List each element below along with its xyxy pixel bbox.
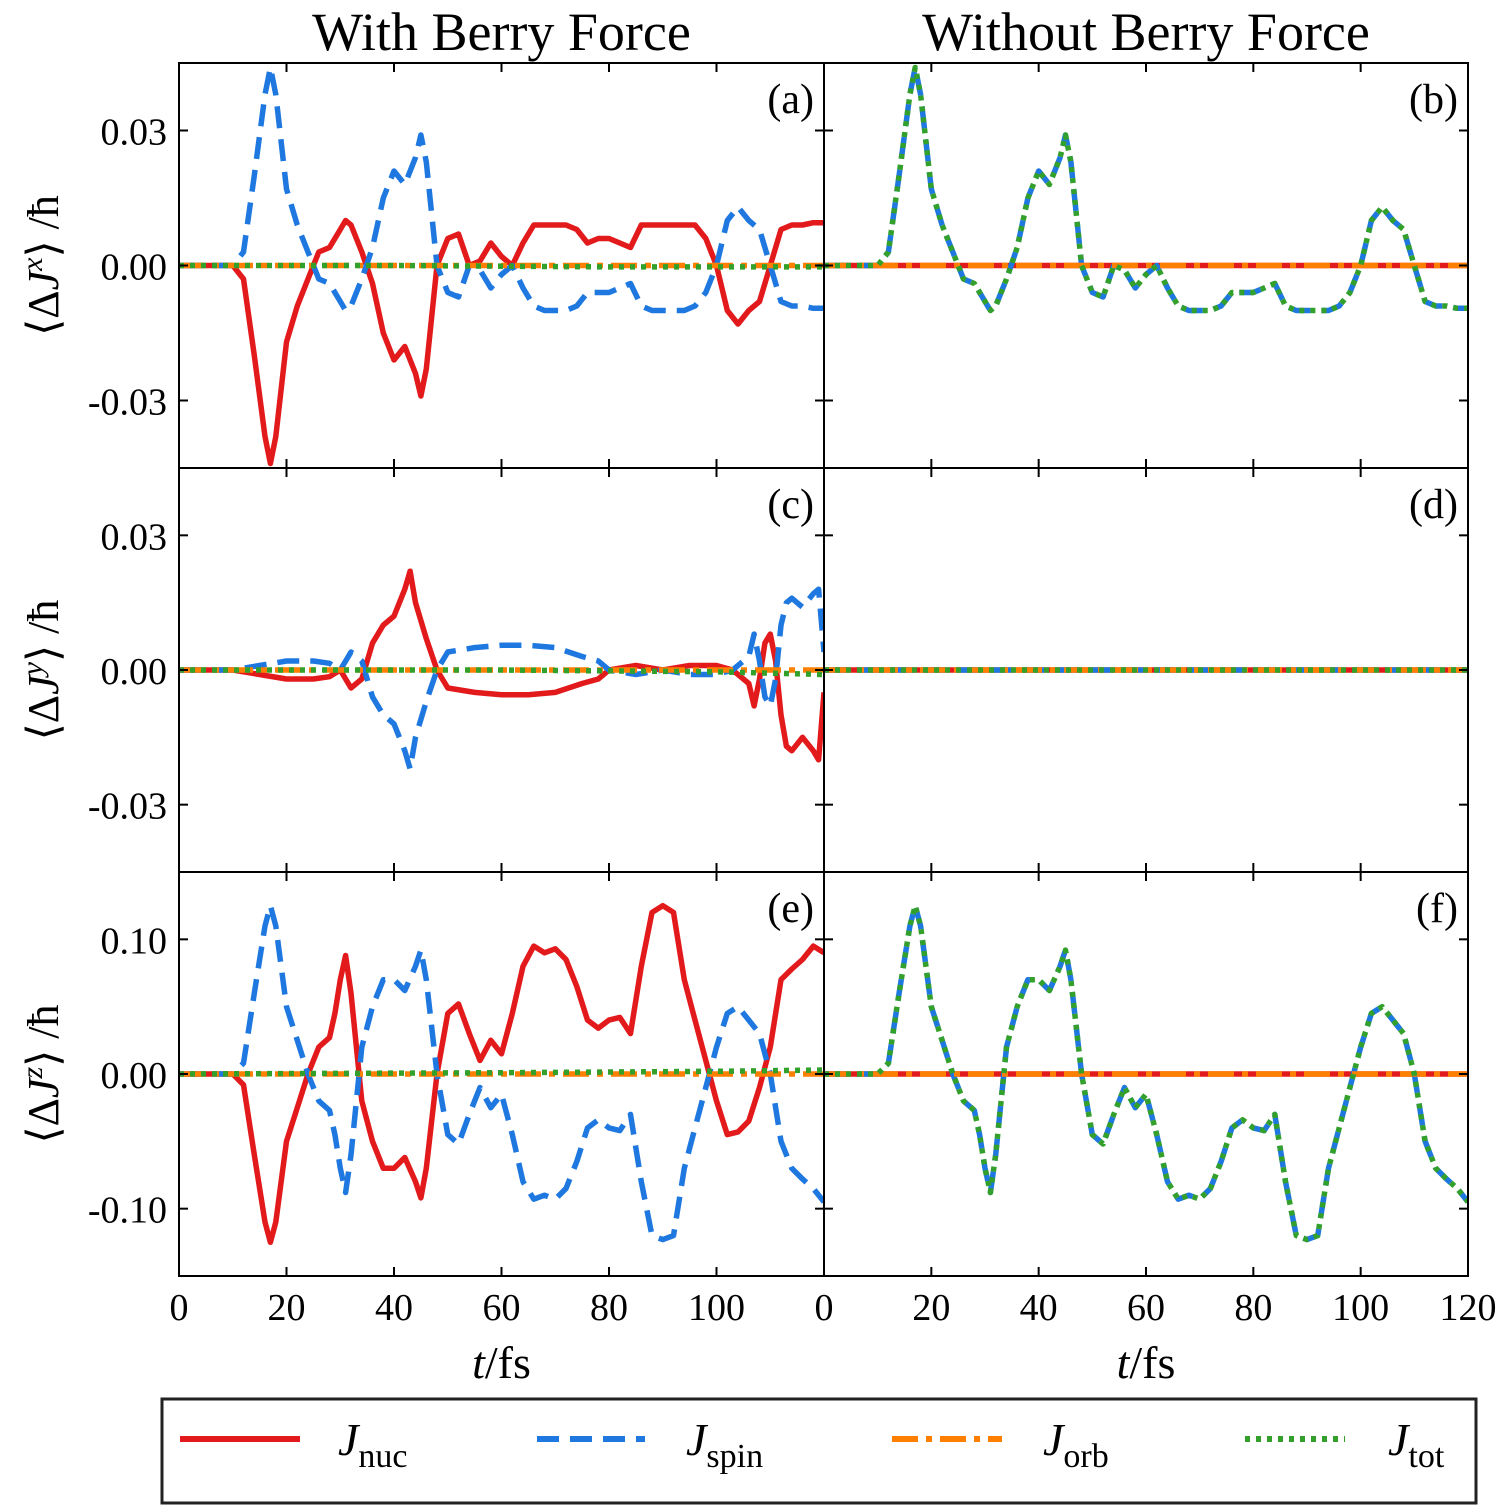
panel-c: -0.03 0.00 0.03 (c) ⟨ΔJy⟩ /ħ	[16, 467, 825, 873]
panel-a: -0.03 0.00 0.03 (a) ⟨ΔJx⟩ /ħ	[16, 62, 825, 469]
x-tick-label: 20	[268, 1287, 306, 1329]
panel-letter: (c)	[767, 482, 814, 528]
legend-frame	[160, 1397, 1478, 1505]
panel-letter: (a)	[767, 77, 814, 123]
y-tick-label: -0.10	[88, 1190, 167, 1232]
panel-letter: (b)	[1409, 77, 1458, 123]
legend: Jnuc Jspin Jorb Jtot	[160, 1397, 1478, 1505]
series-line-tot	[179, 1067, 824, 1077]
panel-b: (b)	[823, 62, 1469, 469]
y-tick-label: 0.10	[101, 920, 168, 962]
y-tick-label: 0.00	[101, 247, 168, 289]
series-line-tot	[824, 64, 1468, 314]
y-tick-label: 0.03	[101, 112, 168, 154]
series-line-nuc	[179, 568, 824, 763]
series-line-spin	[824, 64, 1468, 314]
series-line-tot	[824, 902, 1468, 1243]
panel-d: (d)	[823, 467, 1469, 873]
y-axis-label: ⟨ΔJy⟩ /ħ	[16, 600, 68, 741]
x-tick-label: 100	[1332, 1287, 1389, 1329]
panel-letter: (e)	[767, 886, 814, 932]
y-axis-label: ⟨ΔJx⟩ /ħ	[16, 195, 68, 336]
x-tick-label: 80	[590, 1287, 628, 1329]
x-tick-label: 80	[1234, 1287, 1272, 1329]
series-line-tot	[179, 667, 824, 678]
series-line-nuc	[179, 902, 824, 1246]
y-tick-label: -0.03	[88, 786, 167, 828]
x-tick-label: 0	[815, 1287, 834, 1329]
x-axis-label: t/fs	[1117, 1337, 1176, 1388]
x-tick-label: 40	[375, 1287, 413, 1329]
legend-label-tot: Jtot	[1388, 1414, 1445, 1475]
y-tick-label: -0.03	[88, 382, 167, 424]
y-tick-label: 0.00	[101, 1055, 168, 1097]
panel-letter: (f)	[1416, 886, 1458, 932]
column-title-2: Without Berry Force	[922, 2, 1370, 62]
x-tick-label: 60	[483, 1287, 521, 1329]
x-tick-label: 120	[1440, 1287, 1497, 1329]
series-line-spin	[179, 64, 824, 314]
x-tick-label: 100	[688, 1287, 745, 1329]
panel-f: 0 20 40 60 80 100 120 (f)	[815, 871, 1497, 1329]
column-title-1: With Berry Force	[312, 2, 691, 62]
series-line-spin	[179, 586, 824, 772]
panel-letter: (d)	[1409, 482, 1458, 528]
series-line-tot	[179, 262, 824, 270]
x-tick-label: 20	[912, 1287, 950, 1329]
x-tick-label: 60	[1127, 1287, 1165, 1329]
x-tick-label: 40	[1020, 1287, 1058, 1329]
legend-label-orb: Jorb	[1043, 1414, 1109, 1475]
y-tick-label: 0.03	[101, 516, 168, 558]
series-line-nuc	[179, 217, 824, 467]
legend-label-nuc: Jnuc	[338, 1414, 408, 1475]
y-axis-label: ⟨ΔJz⟩ /ħ	[16, 1004, 68, 1143]
legend-label-spin: Jspin	[686, 1414, 763, 1475]
series-line-spin	[179, 902, 824, 1243]
panel-e: -0.10 0.00 0.10 0 20 40 60 80 100 (e) ⟨ΔJz⟩ /ħ	[16, 871, 825, 1329]
x-axis-label: t/fs	[472, 1337, 531, 1388]
x-tick-label: 0	[170, 1287, 189, 1329]
y-tick-label: 0.00	[101, 651, 168, 693]
